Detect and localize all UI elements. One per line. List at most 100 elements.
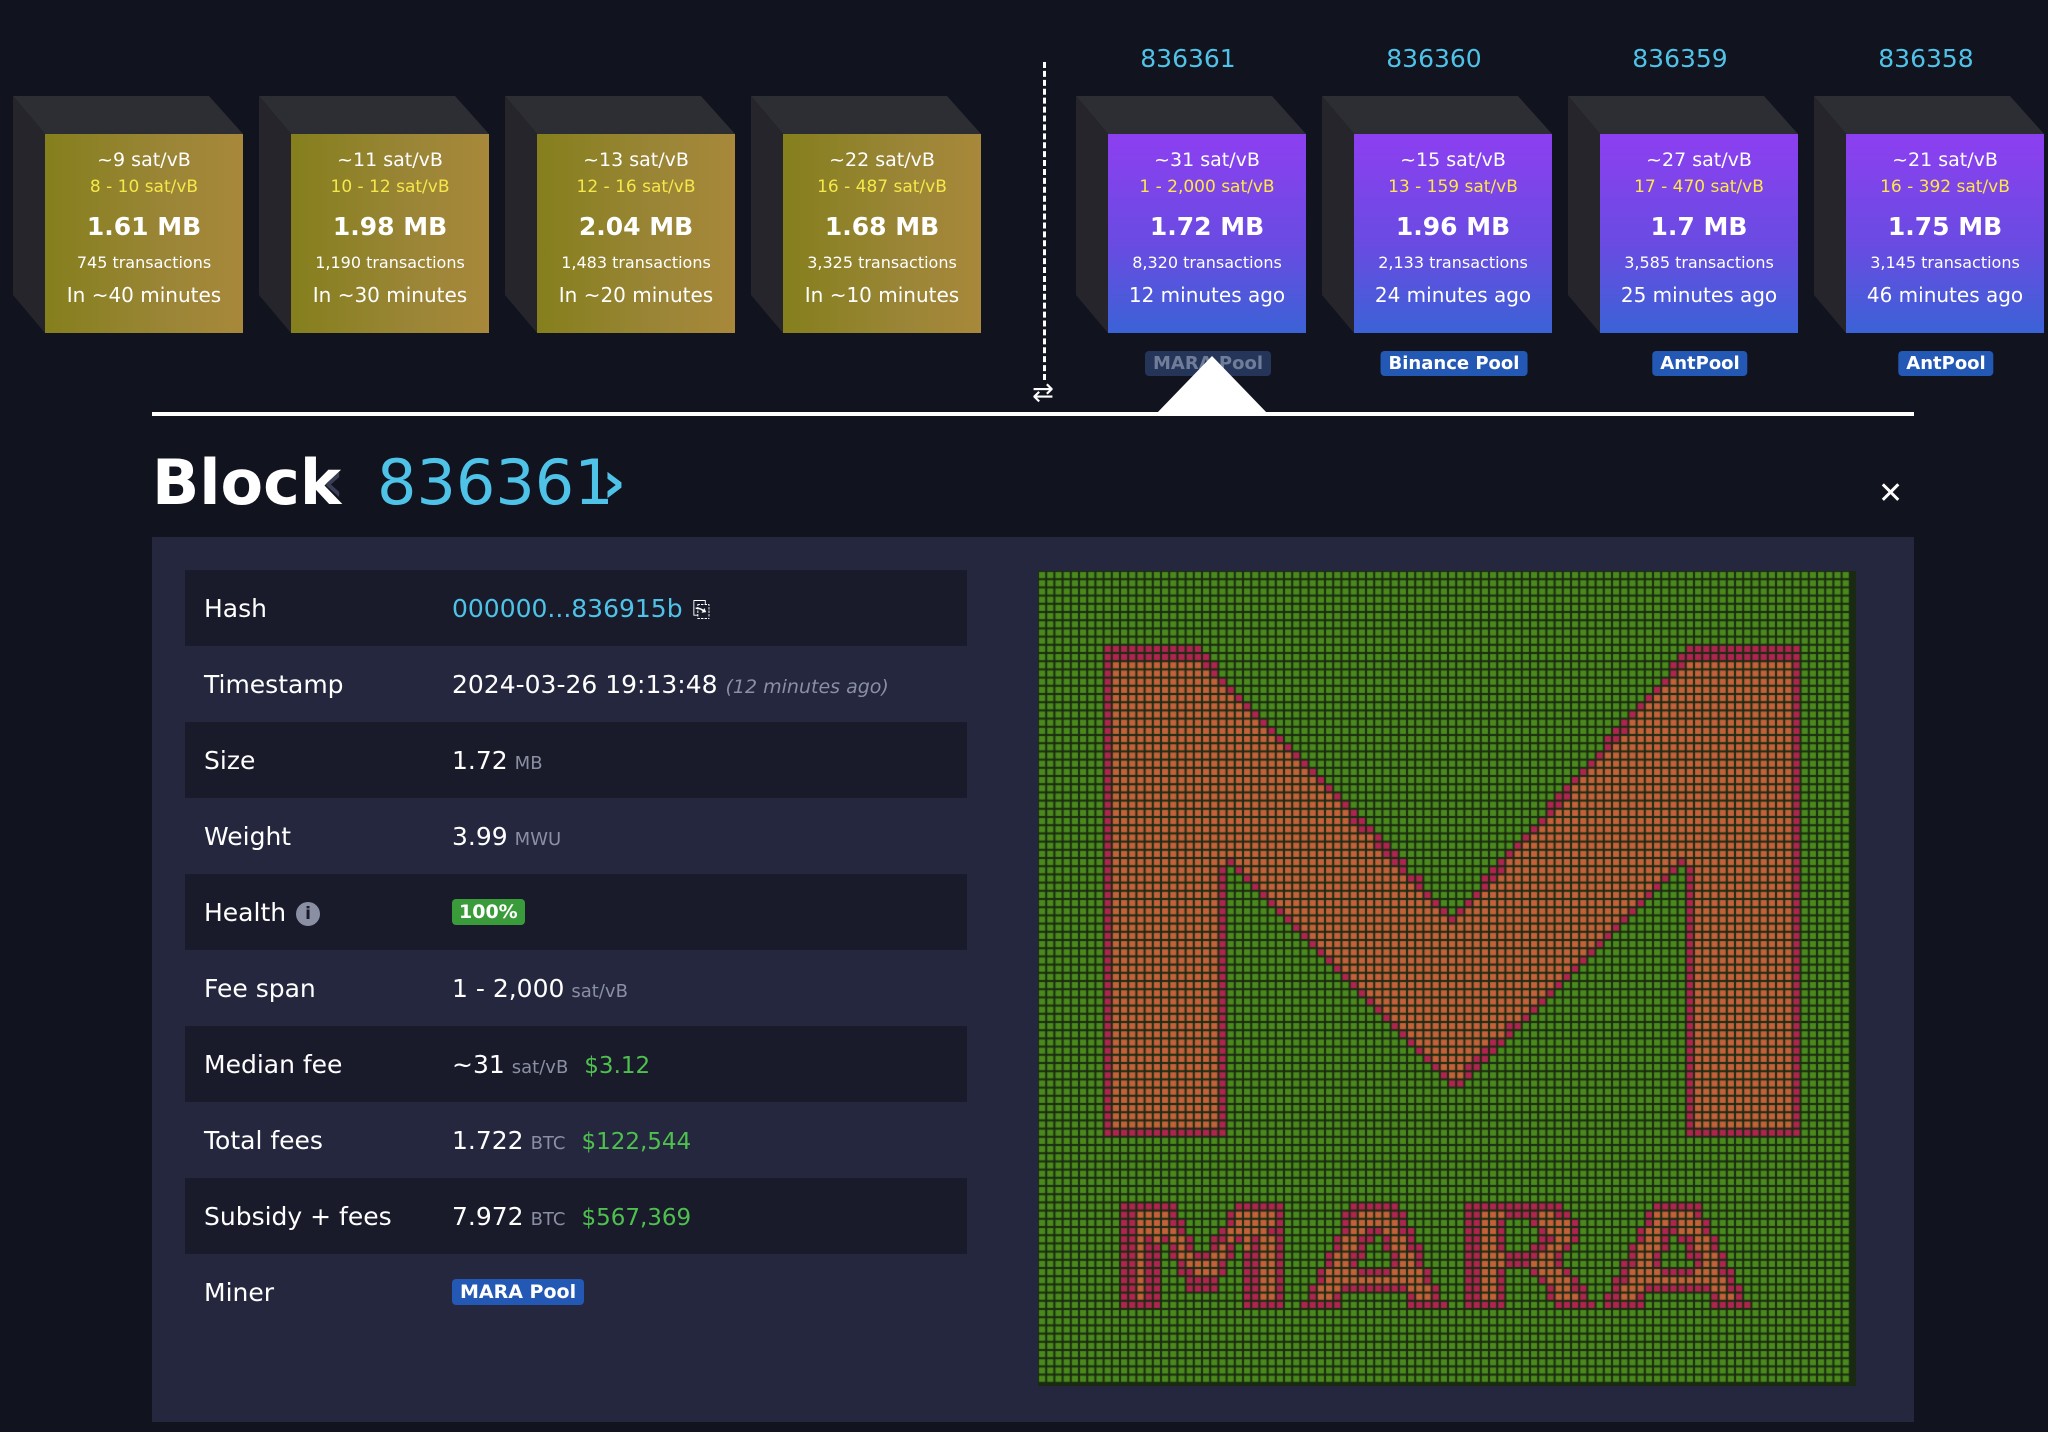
info-icon[interactable]: i (296, 901, 321, 926)
selection-rail (152, 412, 1914, 416)
size-value: 1.72 (452, 745, 508, 775)
close-icon[interactable]: ✕ (1878, 476, 1904, 511)
block-side-face (1076, 96, 1108, 333)
block-front-face: ~11 sat/vB 10 - 12 sat/vB 1.98 MB 1,190 … (291, 134, 489, 333)
block-median-fee: ~15 sat/vB (1400, 149, 1506, 171)
block-eta: In ~20 minutes (558, 283, 714, 307)
block-front-face: ~13 sat/vB 12 - 16 sat/vB 2.04 MB 1,483 … (537, 134, 735, 333)
detail-row-health: Health i 100% (185, 874, 967, 950)
detail-label: Miner (204, 1277, 275, 1307)
detail-value: 1 - 2,000 sat/vB (452, 974, 628, 1003)
detail-label: Fee span (204, 973, 316, 1003)
pool-badge[interactable]: AntPool (1898, 351, 1994, 376)
block-median-fee: ~13 sat/vB (583, 149, 689, 171)
block-front-face: ~27 sat/vB 17 - 470 sat/vB 1.7 MB 3,585 … (1600, 134, 1798, 333)
block-median-fee: ~11 sat/vB (337, 149, 443, 171)
block-height-label[interactable]: 836361 (1140, 44, 1236, 73)
detail-label: Median fee (204, 1049, 343, 1079)
detail-row-total-fees: Total fees 1.722 BTC $122,544 (185, 1102, 967, 1178)
pending-block[interactable]: ~9 sat/vB 8 - 10 sat/vB 1.61 MB 745 tran… (13, 96, 243, 333)
detail-value: 1.72 MB (452, 746, 543, 775)
block-tx-count: 3,325 transactions (807, 253, 957, 272)
detail-value: 1.722 BTC $122,544 (452, 1126, 691, 1155)
block-side-face (1322, 96, 1354, 333)
subsidy-fiat: $567,369 (581, 1204, 692, 1231)
block-height-label[interactable]: 836359 (1632, 44, 1728, 73)
block-median-fee: ~21 sat/vB (1892, 149, 1998, 171)
block-hash-link[interactable]: 000000...836915b (452, 593, 683, 623)
fee-span-unit: sat/vB (571, 980, 628, 1002)
block-size: 1.68 MB (824, 212, 940, 241)
block-age: 12 minutes ago (1128, 283, 1286, 307)
detail-label: Subsidy + fees (204, 1201, 392, 1231)
block-front-face: ~21 sat/vB 16 - 392 sat/vB 1.75 MB 3,145… (1846, 134, 2044, 333)
block-side-face (751, 96, 783, 333)
median-fee-value: ~31 (452, 1049, 505, 1079)
block-size: 1.75 MB (1887, 212, 2003, 241)
block-tx-count: 3,145 transactions (1870, 253, 2020, 272)
mined-block[interactable]: ~27 sat/vB 17 - 470 sat/vB 1.7 MB 3,585 … (1568, 96, 1798, 333)
pending-block[interactable]: ~11 sat/vB 10 - 12 sat/vB 1.98 MB 1,190 … (259, 96, 489, 333)
block-size: 2.04 MB (578, 212, 694, 241)
block-fee-span: 16 - 487 sat/vB (817, 177, 947, 197)
detail-label: Size (204, 745, 256, 775)
block-tx-count: 2,133 transactions (1378, 253, 1528, 272)
detail-label: Weight (204, 821, 292, 851)
timestamp-value: 2024-03-26 19:13:48 (452, 669, 718, 699)
mined-block[interactable]: ~21 sat/vB 16 - 392 sat/vB 1.75 MB 3,145… (1814, 96, 2044, 333)
block-height-label[interactable]: 836358 (1878, 44, 1974, 73)
block-tx-count: 1,190 transactions (315, 253, 465, 272)
block-size: 1.96 MB (1395, 212, 1511, 241)
block-fee-span: 8 - 10 sat/vB (89, 177, 199, 197)
detail-label: Hash (204, 593, 267, 623)
detail-value: MARA Pool (452, 1279, 585, 1305)
copy-icon[interactable]: ⎘ (692, 597, 711, 623)
block-top-face (1568, 96, 1798, 134)
block-top-face (751, 96, 981, 134)
mined-block[interactable]: ~31 sat/vB 1 - 2,000 sat/vB 1.72 MB 8,32… (1076, 96, 1306, 333)
block-side-face (1568, 96, 1600, 333)
pool-badge[interactable]: AntPool (1652, 351, 1748, 376)
weight-value: 3.99 (452, 821, 508, 851)
block-tx-count: 3,585 transactions (1624, 253, 1774, 272)
total-fees-fiat: $122,544 (581, 1128, 692, 1155)
detail-row-size: Size 1.72 MB (185, 722, 967, 798)
detail-row-subsidy: Subsidy + fees 7.972 BTC $567,369 (185, 1178, 967, 1254)
block-height-title: 836361 (377, 446, 614, 519)
blockchain-strip: ~9 sat/vB 8 - 10 sat/vB 1.61 MB 745 tran… (0, 0, 2048, 420)
pool-badge[interactable]: Binance Pool (1380, 351, 1528, 376)
block-height-label[interactable]: 836360 (1386, 44, 1482, 73)
previous-block-chevron-icon[interactable]: ‹ (322, 450, 345, 515)
detail-row-fee-span: Fee span 1 - 2,000 sat/vB (185, 950, 967, 1026)
selected-block-pointer (1156, 356, 1268, 414)
block-fee-span: 1 - 2,000 sat/vB (1139, 177, 1275, 197)
median-fee-fiat: $3.12 (584, 1052, 651, 1079)
subsidy-value: 7.972 (452, 1201, 524, 1231)
block-size: 1.98 MB (332, 212, 448, 241)
detail-value: 7.972 BTC $567,369 (452, 1202, 691, 1231)
block-fee-span: 12 - 16 sat/vB (576, 177, 696, 197)
weight-unit: MWU (514, 828, 562, 850)
block-transactions-visualization[interactable] (1038, 571, 1856, 1386)
next-block-chevron-icon[interactable]: › (602, 448, 626, 516)
detail-value: 100% (452, 899, 525, 925)
block-top-face (259, 96, 489, 134)
timestamp-relative: (12 minutes ago) (725, 675, 889, 698)
swap-icon[interactable]: ⇄ (1032, 378, 1054, 408)
block-fee-span: 10 - 12 sat/vB (330, 177, 450, 197)
median-fee-unit: sat/vB (511, 1056, 569, 1078)
block-side-face (505, 96, 537, 333)
block-fee-span: 13 - 159 sat/vB (1388, 177, 1518, 197)
mined-block[interactable]: ~15 sat/vB 13 - 159 sat/vB 1.96 MB 2,133… (1322, 96, 1552, 333)
detail-label: Timestamp (204, 669, 344, 699)
block-top-face (1322, 96, 1552, 134)
block-eta: In ~40 minutes (66, 283, 222, 307)
block-details-table: Hash 000000...836915b ⎘ Timestamp 2024-0… (185, 570, 967, 1330)
pending-block[interactable]: ~13 sat/vB 12 - 16 sat/vB 2.04 MB 1,483 … (505, 96, 735, 333)
block-median-fee: ~31 sat/vB (1154, 149, 1260, 171)
block-side-face (13, 96, 45, 333)
pending-block[interactable]: ~22 sat/vB 16 - 487 sat/vB 1.68 MB 3,325… (751, 96, 981, 333)
block-size: 1.61 MB (86, 212, 202, 241)
block-front-face: ~9 sat/vB 8 - 10 sat/vB 1.61 MB 745 tran… (45, 134, 243, 333)
miner-badge[interactable]: MARA Pool (452, 1279, 585, 1305)
